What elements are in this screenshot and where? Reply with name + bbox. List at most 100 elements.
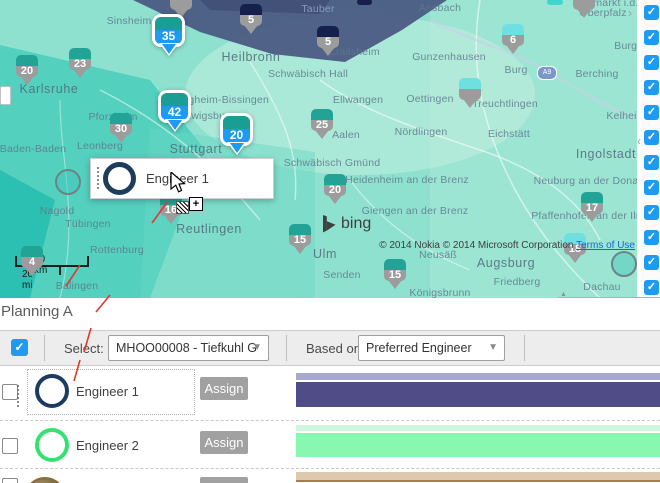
map-pin[interactable] <box>573 0 595 22</box>
assign-button[interactable]: Assign <box>200 431 248 454</box>
row-checkbox[interactable] <box>2 478 18 483</box>
map-label: Tauber <box>301 3 335 15</box>
map-pin-partial[interactable] <box>357 0 372 5</box>
map-label: Neumarkt i.d. <box>573 0 637 9</box>
pin-top <box>311 109 333 120</box>
engineer-ring-icon <box>35 428 69 462</box>
map-pin-4[interactable]: 4 <box>21 246 43 280</box>
assign-button[interactable]: Assign <box>200 477 248 483</box>
pin-top <box>581 192 603 203</box>
layer-checkbox[interactable]: ✓ <box>644 280 659 295</box>
pin-tail <box>459 100 481 112</box>
chevron-right-icon[interactable]: › <box>628 6 632 20</box>
pin-count: 16 <box>160 205 182 216</box>
map-pin-15[interactable]: 15 <box>289 224 311 258</box>
map-pin-5[interactable]: 5 <box>317 26 339 60</box>
map-pin-20[interactable]: 20 <box>223 116 250 155</box>
layer-checkbox[interactable]: ✓ <box>644 180 659 195</box>
row-checkbox[interactable] <box>2 384 18 400</box>
based-on-label: Based on: <box>306 341 365 356</box>
map-pin[interactable] <box>170 0 192 22</box>
layer-checkbox-column: ✓ ✓ ✓ ✓ ✓ ✓ ✓ ✓ ✓ ✓ ✓ ✓ <box>641 0 660 301</box>
map-label: Ludwigsburg <box>173 110 235 122</box>
layer-checkbox[interactable]: ✓ <box>644 205 659 220</box>
pin-count: 42 <box>161 106 188 120</box>
map-pin-18[interactable]: 18 <box>564 233 586 267</box>
map-canvas[interactable]: Sinsheim Tauber Heilbronn Crailsheim Schwäbi… <box>0 0 637 298</box>
map-pin[interactable] <box>459 78 481 112</box>
layer-checkbox[interactable]: ✓ <box>644 80 659 95</box>
terms-of-use-link[interactable]: Terms of Use <box>576 240 635 251</box>
pin-tail <box>155 44 182 56</box>
map-pin-23[interactable]: 23 <box>69 48 91 82</box>
map-pin-16[interactable]: 16 <box>160 194 182 228</box>
select-all-checkbox[interactable]: ✓ <box>11 339 28 356</box>
pin-count: 15 <box>289 235 311 246</box>
pin-tail <box>311 131 333 143</box>
schedule-bar[interactable] <box>296 433 660 457</box>
schedule-bar[interactable] <box>296 382 660 407</box>
map-label: Eichstätt <box>487 128 531 140</box>
engineer-name: Engineer 1 <box>76 384 139 399</box>
map-pin-20[interactable]: 20 <box>16 55 38 89</box>
map-label: Stuttgart <box>169 142 223 156</box>
order-select-dropdown[interactable]: MHOO00008 - Tiefkuhl G ▼ <box>108 335 269 361</box>
map-label: Nördlingen <box>394 126 448 138</box>
map-pin-17[interactable]: 17 <box>581 192 603 226</box>
engineer-location-circle[interactable] <box>611 251 637 277</box>
schedule-bar[interactable] <box>296 480 660 482</box>
pin-top <box>110 113 132 124</box>
layer-checkbox[interactable]: ✓ <box>644 130 659 145</box>
map-label: Ulm <box>312 247 338 261</box>
pin-count: 18 <box>564 244 586 255</box>
pin-top <box>564 233 586 244</box>
map-pin-35[interactable]: 35 <box>155 17 182 56</box>
highway-badge-icon: A9 <box>537 66 557 80</box>
splitter-collapse-icon[interactable]: ▲ <box>560 291 567 298</box>
map-pin-15[interactable]: 15 <box>384 259 406 293</box>
map-label: Treuchtlingen <box>472 98 538 110</box>
pin-tail <box>502 46 524 58</box>
copyright-text: © 2014 Nokia © 2014 Microsoft Corporatio… <box>379 240 577 251</box>
schedule-bar-light[interactable] <box>296 425 660 431</box>
map-label: Neuburg an der Donau <box>533 175 637 187</box>
map-pin-42[interactable]: 42 <box>161 93 188 132</box>
based-on-dropdown[interactable]: Preferred Engineer ▼ <box>358 335 505 361</box>
pin-top <box>502 24 524 35</box>
chevron-left-icon[interactable]: ‹ <box>637 134 641 148</box>
layer-checkbox[interactable]: ✓ <box>644 5 659 20</box>
map-pin-25[interactable]: 25 <box>311 109 333 143</box>
map-pin-5[interactable]: 5 <box>240 4 262 38</box>
map-pin-6[interactable]: 6 <box>502 24 524 58</box>
assign-button[interactable]: Assign <box>200 377 248 400</box>
map-pin-30[interactable]: 30 <box>110 113 132 147</box>
layer-checkbox[interactable]: ✓ <box>644 230 659 245</box>
pin-top <box>289 224 311 235</box>
pin-top <box>69 48 91 59</box>
map-pin-20[interactable]: 20 <box>324 174 346 208</box>
pin-tail <box>110 135 132 147</box>
layer-checkbox[interactable]: ✓ <box>644 255 659 270</box>
map-splitter[interactable] <box>558 297 660 298</box>
map-label: Burgl <box>614 40 637 52</box>
layer-checkbox[interactable]: ✓ <box>644 30 659 45</box>
layer-checkbox[interactable]: ✓ <box>644 55 659 70</box>
engineer-name: Engineer 2 <box>76 438 139 453</box>
map-pin-partial[interactable] <box>547 0 563 5</box>
map-label: Burg <box>504 64 528 76</box>
row-checkbox[interactable] <box>2 438 18 454</box>
pin-count: 35 <box>155 30 182 44</box>
engineer-location-circle[interactable] <box>55 169 81 195</box>
engineer-card[interactable] <box>27 471 193 483</box>
map-attribution: © 2014 Nokia © 2014 Microsoft Corporatio… <box>379 240 635 251</box>
pin-top <box>161 93 188 106</box>
drag-handle-icon[interactable] <box>17 385 19 407</box>
schedule-bar-light[interactable] <box>296 472 660 480</box>
pin-tail <box>564 255 586 267</box>
layer-checkbox[interactable]: ✓ <box>644 155 659 170</box>
engineer-row: Assign <box>0 470 660 483</box>
schedule-bar-light[interactable] <box>296 373 660 380</box>
layer-checkbox[interactable]: ✓ <box>644 105 659 120</box>
